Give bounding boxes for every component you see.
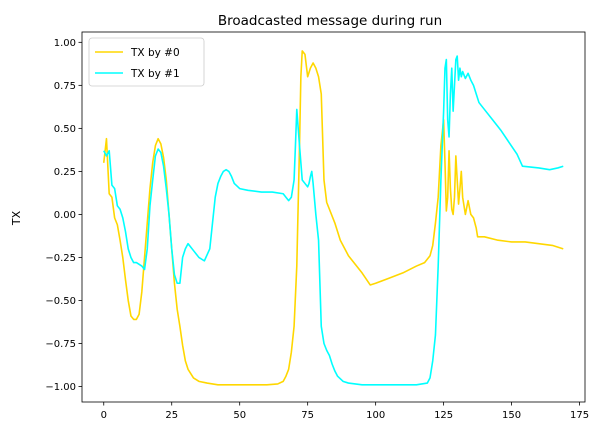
chart-title: Broadcasted message during run — [218, 13, 442, 29]
y-tick-label: 1.00 — [54, 38, 76, 49]
y-tick-label: −1.00 — [45, 382, 76, 393]
plot-area — [81, 31, 586, 403]
y-tick-label: 0.75 — [54, 81, 76, 92]
legend: TX by #0 TX by #1 — [88, 37, 205, 87]
x-tick-label: 75 — [301, 410, 314, 421]
y-tick-label: −0.75 — [45, 339, 76, 350]
y-axis: −1.00 −0.75 −0.50 −0.25 0.00 0.25 0.50 0.75 1.00 — [45, 38, 82, 393]
y-tick-label: 0.25 — [54, 167, 76, 178]
legend-label-1: TX by #1 — [130, 68, 180, 80]
x-tick-label: 25 — [165, 410, 178, 421]
x-tick-label: 150 — [502, 410, 521, 421]
y-axis-title: TX — [10, 210, 23, 226]
y-tick-label: 0.50 — [54, 124, 76, 135]
series-line-1 — [103, 55, 564, 386]
y-tick-label: −0.50 — [45, 296, 76, 307]
x-axis: 0 25 50 75 100 125 150 175 — [101, 402, 589, 421]
legend-label-0: TX by #0 — [130, 47, 180, 59]
plot-frame — [81, 31, 586, 403]
x-tick-label: 0 — [101, 410, 107, 421]
series-line-0 — [102, 50, 564, 386]
x-tick-label: 125 — [434, 410, 453, 421]
x-tick-label: 50 — [233, 410, 246, 421]
legend-frame — [88, 37, 205, 87]
x-tick-label: 175 — [570, 410, 589, 421]
x-tick-label: 100 — [366, 410, 385, 421]
y-tick-label: 0.00 — [54, 210, 76, 221]
y-tick-label: −0.25 — [45, 253, 76, 264]
